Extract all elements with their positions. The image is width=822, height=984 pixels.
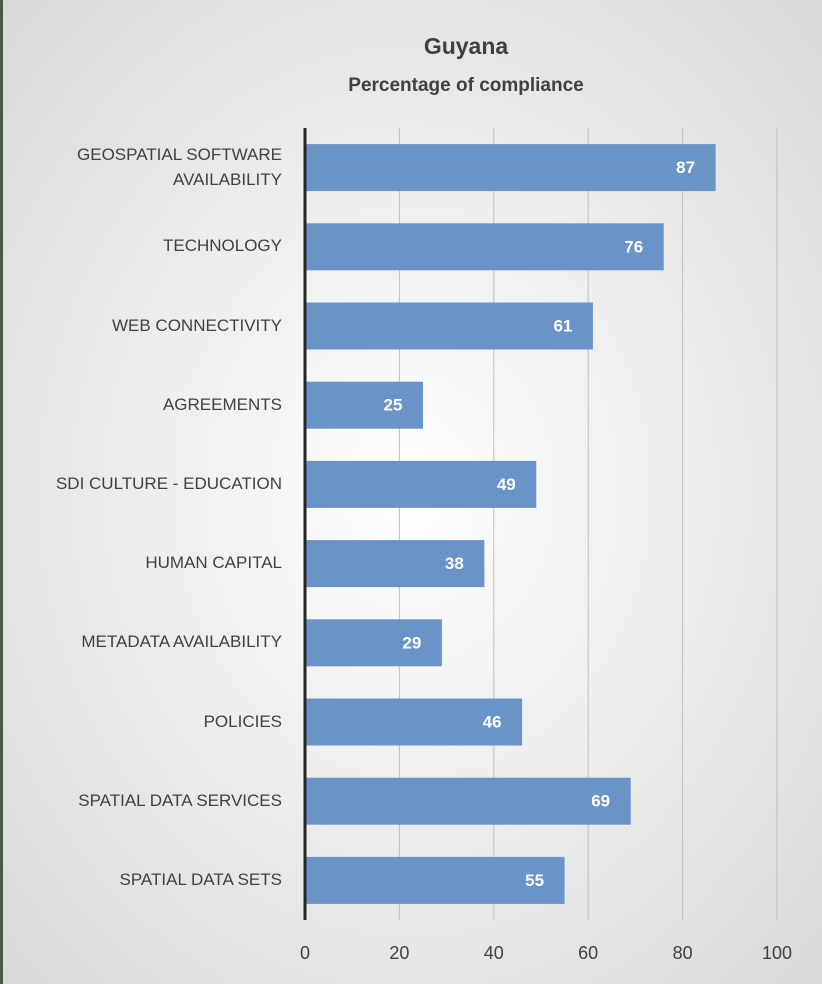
y-tick-label-box: GEOSPATIAL SOFTWARE AVAILABILITY [77, 144, 282, 189]
y-tick-label-box: SDI CULTURE - EDUCATION [55, 473, 282, 493]
y-tick-label: METADATA AVAILABILITY [81, 632, 282, 652]
data-label: 61 [553, 316, 572, 335]
y-tick-label: AGREEMENTS [162, 394, 282, 414]
bar [305, 777, 631, 825]
y-tick-label: TECHNOLOGY [162, 236, 282, 256]
y-tick-label: SPATIAL DATA SERVICES [78, 790, 282, 810]
data-label: 49 [497, 475, 516, 494]
bar [305, 460, 537, 508]
data-label: 25 [384, 396, 403, 415]
y-tick-label-box: POLICIES [203, 711, 282, 731]
bar [305, 381, 423, 429]
data-label: 46 [483, 712, 502, 731]
x-tick-label: 80 [673, 943, 693, 963]
bar [305, 698, 523, 746]
y-tick-label-box: TECHNOLOGY [162, 236, 282, 256]
chart-title: Guyana [424, 33, 509, 59]
y-tick-label: HUMAN CAPITAL [145, 553, 282, 573]
x-tick-label: 100 [762, 943, 792, 963]
left-edge [0, 0, 3, 984]
bar [305, 540, 485, 588]
y-tick-label-box: SPATIAL DATA SETS [119, 869, 283, 889]
y-tick-label: WEB CONNECTIVITY [111, 315, 282, 335]
bar [305, 302, 593, 350]
data-label: 76 [624, 237, 643, 256]
bar [305, 223, 664, 271]
x-tick-label: 60 [578, 943, 598, 963]
y-tick-label: SDI CULTURE - EDUCATION [55, 473, 282, 493]
data-label: 87 [676, 158, 695, 177]
bar [305, 619, 442, 667]
data-label: 55 [525, 871, 544, 890]
data-label: 38 [445, 554, 464, 573]
x-tick-label: 20 [389, 943, 409, 963]
y-tick-label: GEOSPATIAL SOFTWARE AVAILABILITY [77, 144, 282, 189]
data-label: 69 [591, 792, 610, 811]
bar [305, 144, 716, 192]
y-tick-label-box: WEB CONNECTIVITY [111, 315, 282, 335]
data-label: 29 [402, 633, 421, 652]
y-tick-label-box: METADATA AVAILABILITY [81, 632, 282, 652]
y-tick-label: SPATIAL DATA SETS [119, 869, 283, 889]
y-tick-label: POLICIES [203, 711, 282, 731]
x-tick-label: 40 [484, 943, 504, 963]
y-tick-label-box: AGREEMENTS [162, 394, 282, 414]
chart-subtitle: Percentage of compliance [348, 75, 583, 96]
y-tick-label-box: HUMAN CAPITAL [145, 553, 282, 573]
y-tick-label-box: SPATIAL DATA SERVICES [78, 790, 282, 810]
x-tick-label: 0 [300, 943, 310, 963]
bar [305, 856, 565, 904]
